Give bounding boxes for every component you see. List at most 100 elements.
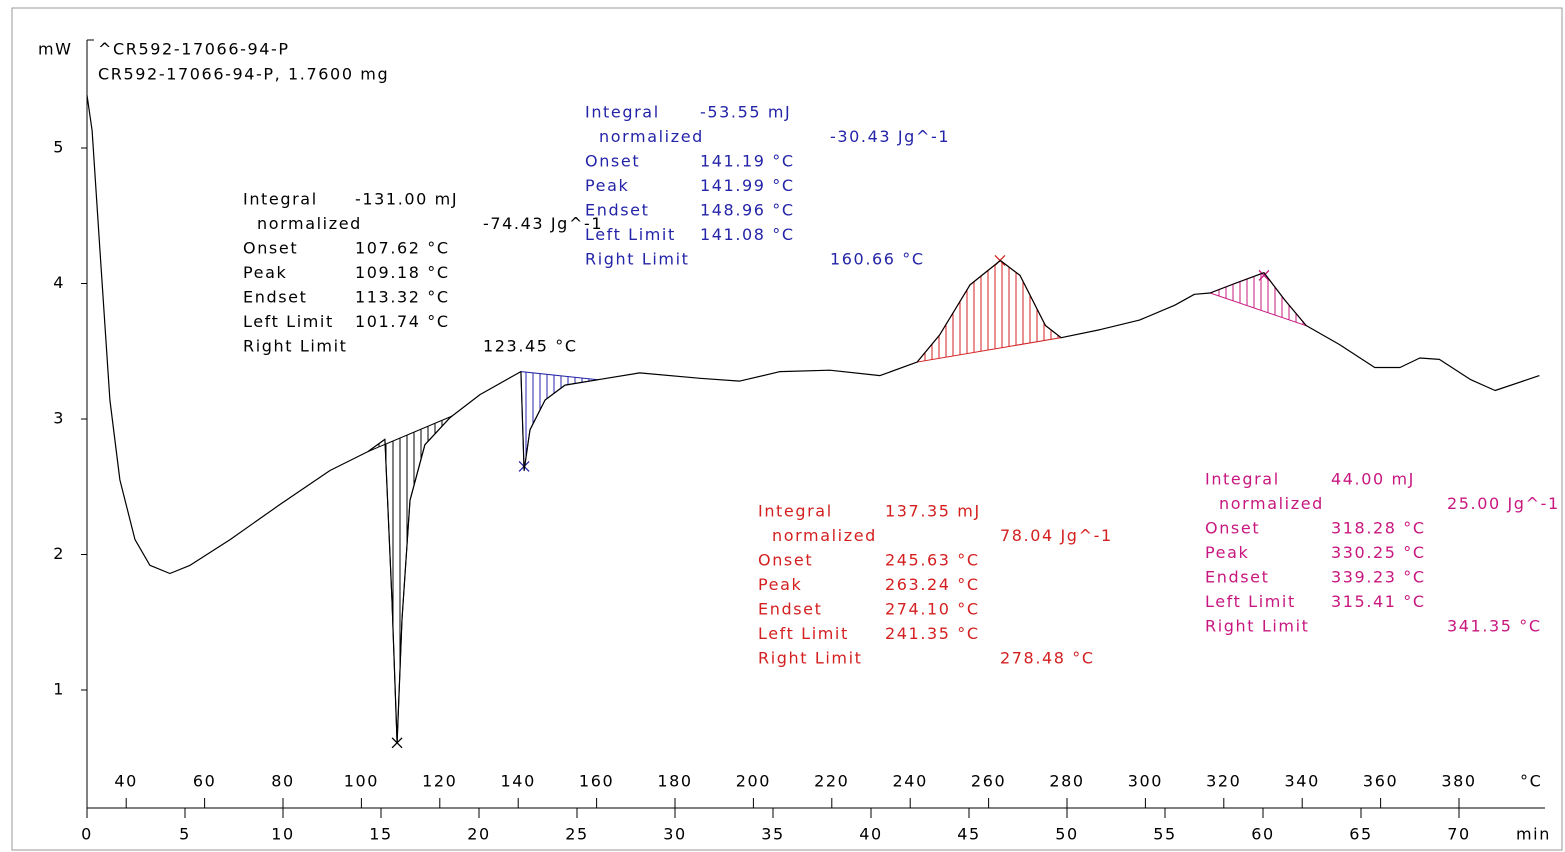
annotation-label: Onset xyxy=(758,551,813,570)
annotation-label: Left Limit xyxy=(1205,592,1296,611)
x2-tick-label: 280 xyxy=(1049,772,1084,791)
x-axis-label: min xyxy=(1516,825,1551,844)
y-tick-label: 4 xyxy=(53,273,65,292)
annotation-label: Left Limit xyxy=(585,225,676,244)
annotation-label: Endset xyxy=(1205,568,1269,587)
peak-area xyxy=(520,371,599,471)
annotation-label: Integral xyxy=(758,502,833,521)
annotation-label: Onset xyxy=(1205,519,1260,538)
annotation-value: 245.63 °C xyxy=(885,551,980,570)
x-tick-label: 60 xyxy=(1251,825,1275,844)
chart-title: ^CR592-17066-94-P xyxy=(98,40,290,59)
annotation-label: Integral xyxy=(585,103,660,122)
x-tick-label: 10 xyxy=(271,825,295,844)
frame xyxy=(11,7,1563,851)
annotation-label: normalized xyxy=(772,526,877,545)
annotation-label: Right Limit xyxy=(758,649,862,668)
annotation-value: 44.00 mJ xyxy=(1331,470,1415,489)
x2-tick-label: 60 xyxy=(193,772,217,791)
annotation-label: Left Limit xyxy=(758,624,849,643)
chart-subtitle: CR592-17066-94-P, 1.7600 mg xyxy=(98,65,389,84)
annotation-value: 141.99 °C xyxy=(700,176,795,195)
x-tick-label: 70 xyxy=(1447,825,1471,844)
x2-tick-label: 300 xyxy=(1128,772,1163,791)
x2-tick-label: 380 xyxy=(1441,772,1476,791)
x2-tick-label: 140 xyxy=(501,772,536,791)
y-tick-label: 1 xyxy=(53,680,65,699)
x-tick-label: 45 xyxy=(957,825,981,844)
curve xyxy=(86,95,1540,744)
annotation-value: 341.35 °C xyxy=(1447,617,1542,636)
annotation-label: Right Limit xyxy=(585,250,689,269)
x2-tick-label: 220 xyxy=(814,772,849,791)
x2-tick-label: 100 xyxy=(344,772,379,791)
peak-area xyxy=(367,415,453,743)
y-tick-label: 5 xyxy=(53,138,65,157)
annotation-value: 315.41 °C xyxy=(1331,592,1426,611)
annotation-value: 107.62 °C xyxy=(355,239,450,258)
annotation-label: Left Limit xyxy=(243,312,334,331)
annotation-value: 101.74 °C xyxy=(355,312,450,331)
x-tick-label: 0 xyxy=(81,825,93,844)
x-tick-label: 55 xyxy=(1153,825,1177,844)
x-tick-label: 15 xyxy=(369,825,393,844)
annotation-value: 263.24 °C xyxy=(885,575,980,594)
y-tick-label: 3 xyxy=(53,409,65,428)
x2-tick-label: 340 xyxy=(1285,772,1320,791)
annotation-value: 141.08 °C xyxy=(700,225,795,244)
annotation-label: Right Limit xyxy=(243,337,347,356)
annotation-label: normalized xyxy=(599,127,704,146)
annotation-label: normalized xyxy=(1219,494,1324,513)
annotation-value: -30.43 Jg^-1 xyxy=(830,127,950,146)
peak-area xyxy=(915,259,1063,363)
annotation-label: Endset xyxy=(243,288,307,307)
annotation-label: Peak xyxy=(1205,543,1249,562)
x2-tick-label: 320 xyxy=(1206,772,1241,791)
x-tick-label: 40 xyxy=(859,825,883,844)
x2-tick-label: 180 xyxy=(657,772,692,791)
y-tick-label: 2 xyxy=(53,544,65,563)
annotation-value: 318.28 °C xyxy=(1331,519,1426,538)
x2-tick-label: 160 xyxy=(579,772,614,791)
x2-tick-label: 240 xyxy=(893,772,928,791)
annotation-value: 148.96 °C xyxy=(700,201,795,220)
annotation-value: 160.66 °C xyxy=(830,250,925,269)
peak-marker xyxy=(1258,269,1270,281)
x-tick-label: 20 xyxy=(467,825,491,844)
x-tick-label: 25 xyxy=(565,825,589,844)
x2-tick-label: 360 xyxy=(1363,772,1398,791)
x2-tick-label: 260 xyxy=(971,772,1006,791)
annotation-label: Integral xyxy=(243,190,318,209)
x-tick-label: 65 xyxy=(1349,825,1373,844)
annotation-value: 123.45 °C xyxy=(483,337,578,356)
annotation-value: 137.35 mJ xyxy=(885,502,981,521)
annotation-label: Onset xyxy=(585,152,640,171)
annotation-value: 339.23 °C xyxy=(1331,568,1426,587)
x2-tick-label: 200 xyxy=(736,772,771,791)
annotation-value: 330.25 °C xyxy=(1331,543,1426,562)
annotation-value: 109.18 °C xyxy=(355,263,450,282)
annotation-value: 141.19 °C xyxy=(700,152,795,171)
annotation-value: 241.35 °C xyxy=(885,624,980,643)
x-tick-label: 5 xyxy=(179,825,191,844)
annotation-value: 278.48 °C xyxy=(1000,649,1095,668)
annotation-value: 113.32 °C xyxy=(355,288,450,307)
x-tick-label: 30 xyxy=(663,825,687,844)
x2-axis-label: °C xyxy=(1520,772,1542,791)
annotation-label: Peak xyxy=(243,263,287,282)
annotation-label: Integral xyxy=(1205,470,1280,489)
annotation-label: Endset xyxy=(758,600,822,619)
x-tick-label: 50 xyxy=(1055,825,1079,844)
annotation-label: Peak xyxy=(758,575,802,594)
x-tick-label: 35 xyxy=(761,825,785,844)
x2-tick-label: 40 xyxy=(114,772,138,791)
annotation-label: Peak xyxy=(585,176,629,195)
annotation-value: 274.10 °C xyxy=(885,600,980,619)
annotation-label: Onset xyxy=(243,239,298,258)
annotation-label: Endset xyxy=(585,201,649,220)
annotation-label: normalized xyxy=(257,214,362,233)
annotation-value: -131.00 mJ xyxy=(355,190,458,209)
y-axis-label: mW xyxy=(38,40,73,59)
